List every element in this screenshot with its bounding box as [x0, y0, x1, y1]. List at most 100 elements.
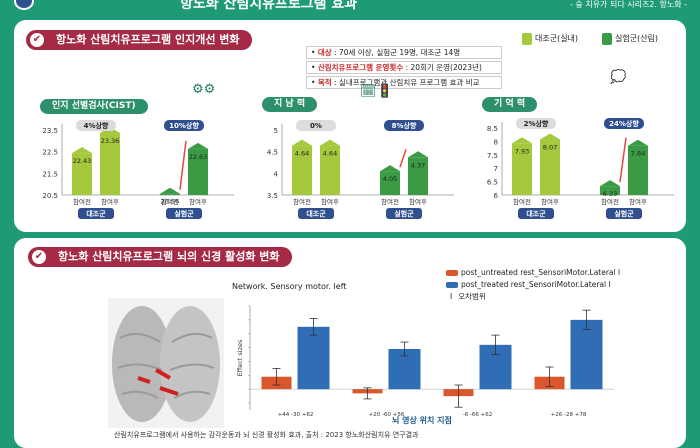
- legend-error-range: I 오차범위: [450, 292, 486, 301]
- change-label: 2%상향: [524, 119, 549, 128]
- effect-size-chart: Effect sizes +44 -30 +62 +20 -60 +56 -6 -66…: [236, 305, 614, 418]
- bar-cap: [512, 137, 532, 144]
- x-tick-label: 참여후: [189, 197, 207, 206]
- bar-cap: [600, 180, 620, 187]
- y-axis-label: Effect sizes: [236, 339, 244, 376]
- group-badge: [78, 208, 114, 219]
- data-label: 8.07: [543, 144, 557, 152]
- y-tick-label: 8.5: [487, 125, 498, 133]
- y-tick-label: 4: [274, 170, 279, 178]
- bar: [188, 148, 208, 195]
- change-label: 4%상향: [84, 121, 109, 130]
- y-tick-label: 7.5: [487, 152, 498, 160]
- x-tick-label: -6 -66 +62: [463, 412, 493, 418]
- legend-experiment-swatch: [602, 32, 612, 45]
- group-badge: [606, 208, 642, 219]
- neural-panel: ✔ 항노화 산림치유프로그램 뇌의 신경 활성화 변화 Network. Sen…: [14, 238, 686, 448]
- group-badge: [518, 208, 554, 219]
- y-tick-label: 6: [494, 192, 499, 200]
- y-tick-label: 8: [494, 138, 498, 146]
- bar-cap: [160, 187, 180, 194]
- y-tick-label: 21.5: [42, 170, 58, 178]
- x-tick-label: 참여전: [161, 197, 179, 206]
- change-label: 24%상향: [609, 119, 639, 128]
- change-label: 8%상향: [392, 121, 417, 130]
- bar-cap: [380, 165, 400, 172]
- bar: [628, 145, 648, 195]
- x-tick-label: +20 -60 +56: [369, 412, 405, 418]
- group-badge: [166, 208, 202, 219]
- x-tick-label: +44 -30 +62: [278, 412, 314, 418]
- legend-experiment: 실험군(산림): [602, 32, 658, 46]
- data-label: 7.84: [631, 150, 645, 158]
- x-tick-label: 참여후: [409, 197, 427, 206]
- info-line-purpose: • 목적 : 실내프로그램과 산림치유 프로그램 효과 비교: [306, 76, 502, 89]
- x-axis-title: 뇌 영상 위치 지점: [386, 415, 458, 426]
- effect-bar: [297, 326, 330, 390]
- data-label: 6.33: [603, 190, 617, 198]
- legend-treated: post_treated rest_SensoriMotor.Lateral l: [446, 278, 611, 292]
- y-tick-label: 4.5: [267, 149, 278, 157]
- bar-cap: [72, 147, 92, 154]
- bar: [292, 145, 312, 195]
- change-badge: [296, 120, 336, 131]
- bar: [72, 153, 92, 195]
- legend-control-swatch: [522, 32, 532, 45]
- legend-untreated-swatch: [446, 270, 458, 276]
- info-line-subjects: • 대상 : 70세 이상, 실험군 19명, 대조군 14명: [306, 46, 502, 59]
- page-title: 항노화 산림치유프로그램 효과: [180, 0, 358, 12]
- bar-cap: [292, 139, 312, 146]
- section2-title: 항노화 산림치유프로그램 뇌의 신경 활성화 변화: [58, 250, 280, 263]
- y-tick-label: 23.5: [42, 127, 58, 135]
- memory-chart-title: 기 억 력: [482, 97, 538, 112]
- network-chart-title: Network. Sensory motor. left: [232, 282, 347, 291]
- x-tick-label: 참여후: [101, 197, 119, 206]
- y-tick-label: 6.5: [487, 179, 498, 187]
- x-tick-label: 참여전: [73, 197, 91, 206]
- x-tick-label: 참여전: [513, 197, 531, 206]
- change-label: 10%상향: [169, 121, 199, 130]
- data-label: 23.36: [101, 137, 120, 145]
- group-label: 실험군: [614, 209, 634, 218]
- data-label: 4.37: [411, 161, 425, 169]
- check-icon: ✔: [30, 33, 44, 47]
- change-badge: [604, 118, 644, 129]
- data-label: 7.93: [515, 147, 529, 155]
- legend-untreated: post_untreated rest_SensoriMotor.Lateral…: [446, 266, 620, 280]
- bar-cap: [188, 142, 208, 149]
- bar-cap: [320, 139, 340, 146]
- info-line-sessions: • 산림치유프로그램 운영횟수 : 20회기 운영(2023년): [306, 61, 502, 74]
- bar: [540, 139, 560, 195]
- group-badge: [386, 208, 422, 219]
- change-badge: [76, 120, 116, 131]
- gear-icon: ⚙⚙: [192, 82, 216, 97]
- change-badge: [516, 118, 556, 129]
- y-tick-label: 22.5: [42, 149, 58, 157]
- brain-image: [108, 298, 224, 428]
- data-label: 4.64: [323, 150, 337, 158]
- x-tick-label: 참여후: [541, 197, 559, 206]
- bar-cap: [408, 151, 428, 158]
- trend-arrow: [399, 149, 407, 168]
- trend-arrow: [179, 140, 187, 190]
- group-label: 대조군: [306, 209, 326, 218]
- group-label: 대조군: [86, 209, 106, 218]
- y-tick-label: 3.5: [267, 192, 278, 200]
- group-label: 실험군: [394, 209, 414, 218]
- change-badge: [164, 120, 204, 131]
- data-label: 22.63: [189, 153, 208, 161]
- bar: [100, 133, 120, 195]
- y-tick-label: 20.5: [42, 192, 58, 200]
- bar: [512, 143, 532, 195]
- change-label: 0%: [310, 122, 322, 130]
- data-label: 20.56: [161, 198, 180, 206]
- y-tick-label: 5: [274, 127, 278, 135]
- top-banner: 항노화 산림치유프로그램 효과 - 숲 치유가 되다 시리즈2. 항노화 -: [0, 0, 700, 14]
- bar-cap: [540, 133, 560, 140]
- trend-arrow: [619, 137, 627, 183]
- orientation-chart-title: 지 남 력: [262, 97, 318, 112]
- y-tick-label: 7: [494, 165, 498, 173]
- data-label: 4.64: [295, 150, 309, 158]
- change-badge: [384, 120, 424, 131]
- bar: [380, 171, 400, 195]
